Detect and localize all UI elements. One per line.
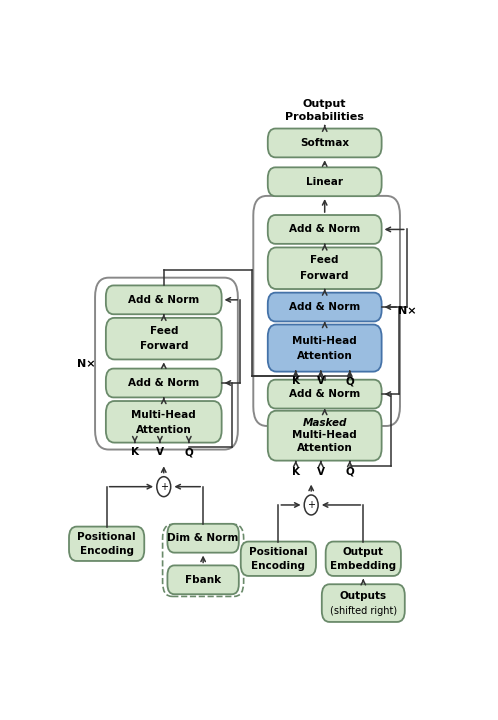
Text: Add & Norm: Add & Norm bbox=[289, 389, 361, 399]
Text: Add & Norm: Add & Norm bbox=[289, 225, 361, 235]
FancyBboxPatch shape bbox=[268, 129, 381, 158]
Text: Fbank: Fbank bbox=[185, 575, 221, 585]
Text: Probabilities: Probabilities bbox=[285, 112, 364, 122]
Text: Attention: Attention bbox=[136, 425, 192, 435]
FancyBboxPatch shape bbox=[106, 318, 222, 359]
Text: V: V bbox=[156, 447, 164, 457]
Text: Encoding: Encoding bbox=[251, 561, 305, 571]
FancyBboxPatch shape bbox=[167, 524, 239, 553]
Text: +: + bbox=[160, 482, 168, 492]
Text: Forward: Forward bbox=[139, 341, 188, 351]
FancyBboxPatch shape bbox=[268, 292, 381, 321]
Text: N×: N× bbox=[77, 359, 96, 369]
Text: Softmax: Softmax bbox=[300, 138, 349, 148]
Circle shape bbox=[304, 495, 318, 515]
FancyBboxPatch shape bbox=[268, 248, 381, 289]
Text: Multi-Head: Multi-Head bbox=[292, 430, 357, 440]
Text: Q: Q bbox=[346, 377, 354, 387]
Text: Add & Norm: Add & Norm bbox=[289, 302, 361, 312]
Text: V: V bbox=[317, 377, 325, 387]
Text: K: K bbox=[292, 377, 300, 387]
Circle shape bbox=[157, 477, 171, 497]
Text: Feed: Feed bbox=[149, 326, 178, 336]
FancyBboxPatch shape bbox=[322, 584, 405, 622]
FancyBboxPatch shape bbox=[326, 541, 401, 576]
FancyBboxPatch shape bbox=[106, 285, 222, 314]
Text: Positional: Positional bbox=[249, 547, 308, 557]
FancyBboxPatch shape bbox=[268, 325, 381, 372]
Text: Output: Output bbox=[303, 99, 347, 109]
Text: Add & Norm: Add & Norm bbox=[128, 295, 199, 305]
Text: N×: N× bbox=[398, 306, 417, 316]
FancyBboxPatch shape bbox=[241, 541, 316, 576]
FancyBboxPatch shape bbox=[167, 565, 239, 594]
Text: Outputs: Outputs bbox=[340, 591, 387, 601]
FancyBboxPatch shape bbox=[268, 167, 381, 196]
Text: Attention: Attention bbox=[297, 351, 353, 361]
Text: Linear: Linear bbox=[306, 176, 343, 186]
Text: Output: Output bbox=[343, 547, 384, 557]
Text: Positional: Positional bbox=[77, 532, 136, 542]
FancyBboxPatch shape bbox=[268, 215, 381, 244]
Text: (shifted right): (shifted right) bbox=[330, 606, 397, 616]
Text: Forward: Forward bbox=[300, 271, 349, 281]
FancyBboxPatch shape bbox=[106, 401, 222, 443]
Text: Q: Q bbox=[184, 447, 193, 457]
Text: Embedding: Embedding bbox=[330, 561, 396, 571]
Text: K: K bbox=[292, 467, 300, 477]
Text: Multi-Head: Multi-Head bbox=[292, 336, 357, 346]
Text: +: + bbox=[307, 500, 315, 510]
Text: V: V bbox=[317, 467, 325, 477]
Text: Attention: Attention bbox=[297, 443, 353, 453]
FancyBboxPatch shape bbox=[268, 410, 381, 461]
Text: Q: Q bbox=[346, 467, 354, 477]
Text: Feed: Feed bbox=[310, 256, 339, 266]
FancyBboxPatch shape bbox=[106, 369, 222, 397]
Text: Multi-Head: Multi-Head bbox=[131, 410, 196, 420]
Text: Masked: Masked bbox=[302, 418, 347, 428]
Text: Encoding: Encoding bbox=[80, 546, 133, 556]
FancyBboxPatch shape bbox=[69, 526, 144, 561]
Text: Add & Norm: Add & Norm bbox=[128, 378, 199, 388]
Text: Dim & Norm: Dim & Norm bbox=[167, 534, 239, 543]
Text: K: K bbox=[131, 447, 139, 457]
FancyBboxPatch shape bbox=[268, 379, 381, 408]
